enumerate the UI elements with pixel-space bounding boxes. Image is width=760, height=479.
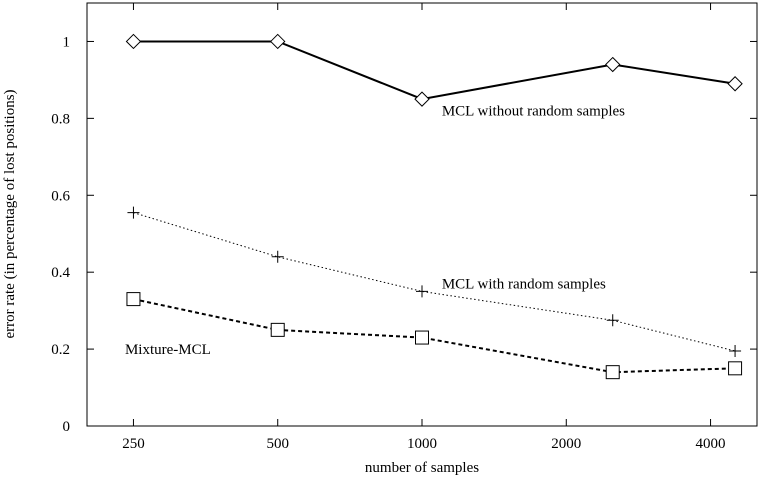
x-tick-label: 2000 bbox=[551, 436, 581, 452]
y-tick-label: 0.2 bbox=[51, 342, 70, 358]
annotation-label: Mixture-MCL bbox=[125, 342, 211, 358]
series-line-plus bbox=[133, 212, 736, 352]
y-axis-title: error rate (in percentage of lost positi… bbox=[2, 89, 18, 338]
annotation-label: MCL without random samples bbox=[442, 104, 625, 120]
x-tick-labels: 250 500 1000 2000 4000 bbox=[122, 436, 725, 452]
data-point-square bbox=[270, 322, 285, 337]
series-markers bbox=[125, 33, 743, 380]
series-line-square bbox=[133, 298, 736, 374]
y-tick-label: 0 bbox=[63, 419, 71, 435]
y-tick-labels: 0 0.2 0.4 0.6 0.8 1 bbox=[51, 34, 70, 435]
y-tick-label: 1 bbox=[63, 34, 71, 50]
annotations: MCL without random samples MCL with rando… bbox=[125, 104, 625, 358]
x-tick-label: 4000 bbox=[696, 436, 726, 452]
data-point-plus bbox=[271, 250, 284, 263]
series-lines bbox=[133, 40, 736, 374]
data-point-square bbox=[126, 292, 141, 307]
y-tick-label: 0.8 bbox=[51, 111, 70, 127]
data-point-diamond bbox=[414, 91, 430, 107]
data-point-diamond bbox=[270, 33, 286, 50]
data-point-square bbox=[605, 365, 620, 380]
x-tick-label: 500 bbox=[266, 436, 289, 452]
data-point-plus bbox=[416, 285, 428, 298]
data-point-diamond bbox=[727, 76, 743, 92]
annotation-label: MCL with random samples bbox=[442, 277, 606, 293]
y-tick-label: 0.4 bbox=[51, 265, 70, 281]
data-point-plus bbox=[127, 206, 140, 219]
plot-frame bbox=[86, 2, 758, 427]
data-point-diamond bbox=[125, 33, 142, 50]
axis-ticks bbox=[87, 3, 757, 427]
data-point-square bbox=[415, 330, 429, 345]
data-point-square bbox=[728, 361, 743, 376]
data-point-plus bbox=[729, 345, 742, 358]
x-axis-title: number of samples bbox=[365, 460, 479, 476]
data-point-plus bbox=[606, 314, 619, 327]
data-point-diamond bbox=[605, 56, 621, 73]
series-line-diamond bbox=[133, 40, 736, 101]
y-tick-label: 0.6 bbox=[51, 188, 70, 204]
x-tick-label: 250 bbox=[122, 436, 145, 452]
x-tick-label: 1000 bbox=[407, 436, 437, 452]
